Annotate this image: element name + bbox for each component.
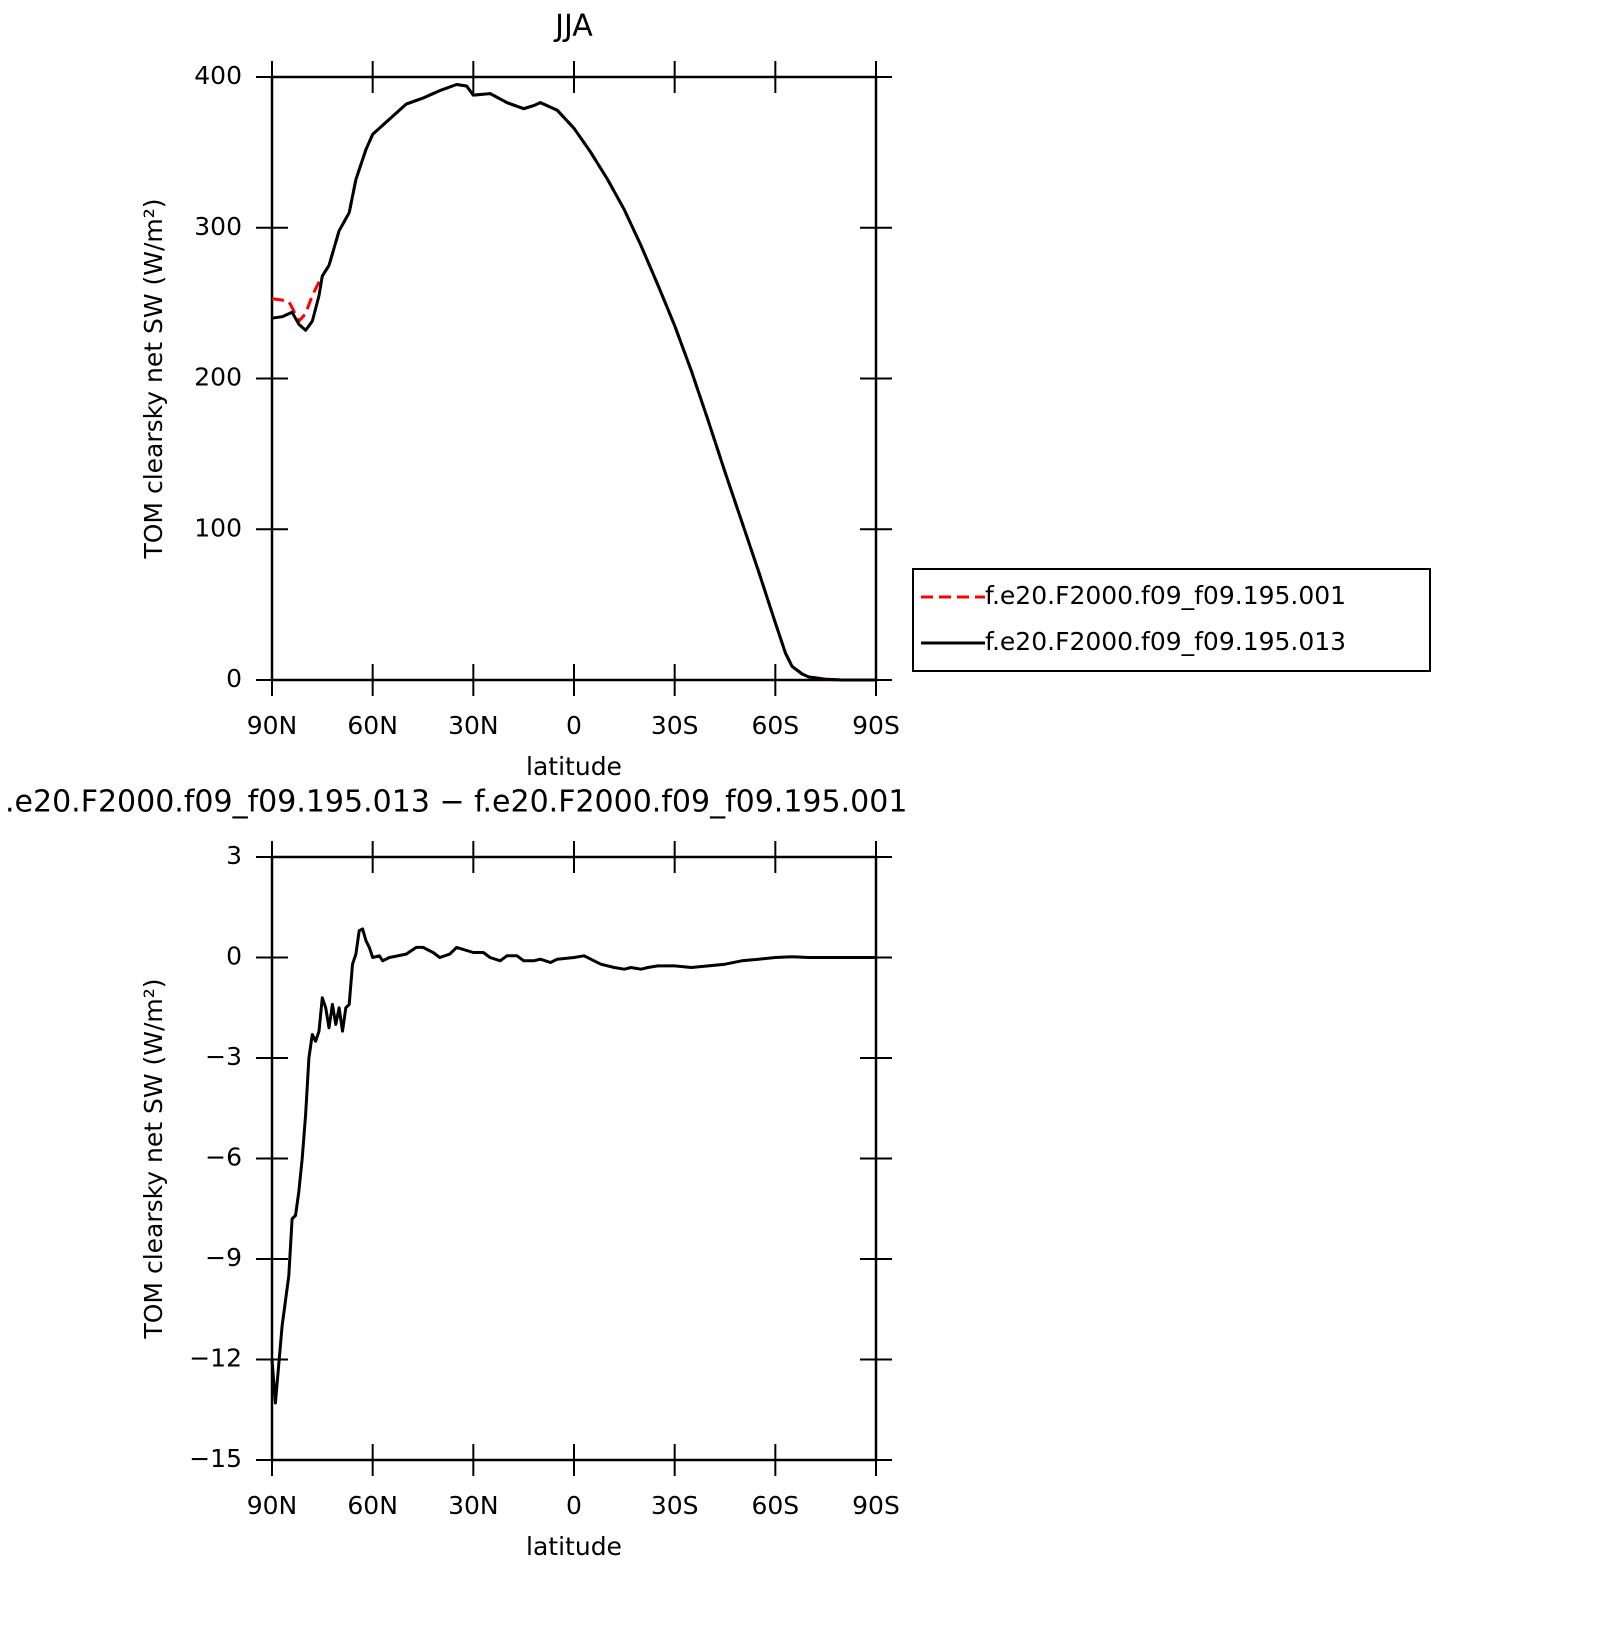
x-tick-label: 30S <box>651 711 699 740</box>
y-tick-label: −9 <box>205 1243 242 1272</box>
series-line <box>271 83 876 682</box>
x-tick-label: 30S <box>651 1491 699 1520</box>
legend-label: f.e20.F2000.f09_f09.195.001 <box>985 581 1346 610</box>
x-tick-label: 90N <box>247 711 298 740</box>
y-tick-label: −15 <box>189 1444 242 1473</box>
x-tick-label: 90S <box>852 711 900 740</box>
y-tick-label: −3 <box>205 1042 242 1071</box>
y-tick-label: 3 <box>226 841 242 870</box>
x-tick-label: 30N <box>448 1491 499 1520</box>
y-axis-label: TOM clearsky net SW (W/m²) <box>139 198 168 559</box>
plot-frame <box>270 75 878 682</box>
y-tick-label: 100 <box>194 513 242 542</box>
y-tick-label: −6 <box>205 1143 242 1172</box>
x-tick-label: 30N <box>448 711 499 740</box>
y-tick-label: 400 <box>194 61 242 90</box>
x-tick-label: 90N <box>247 1491 298 1520</box>
plot-frame <box>270 855 878 1462</box>
y-tick-label: 200 <box>194 363 242 392</box>
x-tick-label: 0 <box>566 711 582 740</box>
y-tick-label: 300 <box>194 212 242 241</box>
x-tick-label: 90S <box>852 1491 900 1520</box>
legend-box <box>912 568 1431 672</box>
x-tick-label: 60S <box>751 711 799 740</box>
x-axis-label: latitude <box>526 752 622 781</box>
x-tick-label: 0 <box>566 1491 582 1520</box>
x-axis-label: latitude <box>526 1532 622 1561</box>
series-line <box>270 927 876 1405</box>
y-tick-label: −12 <box>189 1344 242 1373</box>
chart-title: JJA <box>553 9 593 44</box>
y-axis-label: TOM clearsky net SW (W/m²) <box>139 978 168 1339</box>
legend-label: f.e20.F2000.f09_f09.195.013 <box>985 627 1346 656</box>
x-tick-label: 60S <box>751 1491 799 1520</box>
chart-title: .e20.F2000.f09_f09.195.013 − f.e20.F2000… <box>5 785 907 820</box>
y-tick-label: 0 <box>226 942 242 971</box>
series-line <box>271 83 876 682</box>
y-tick-label: 0 <box>226 664 242 693</box>
x-tick-label: 60N <box>347 1491 398 1520</box>
x-tick-label: 60N <box>347 711 398 740</box>
